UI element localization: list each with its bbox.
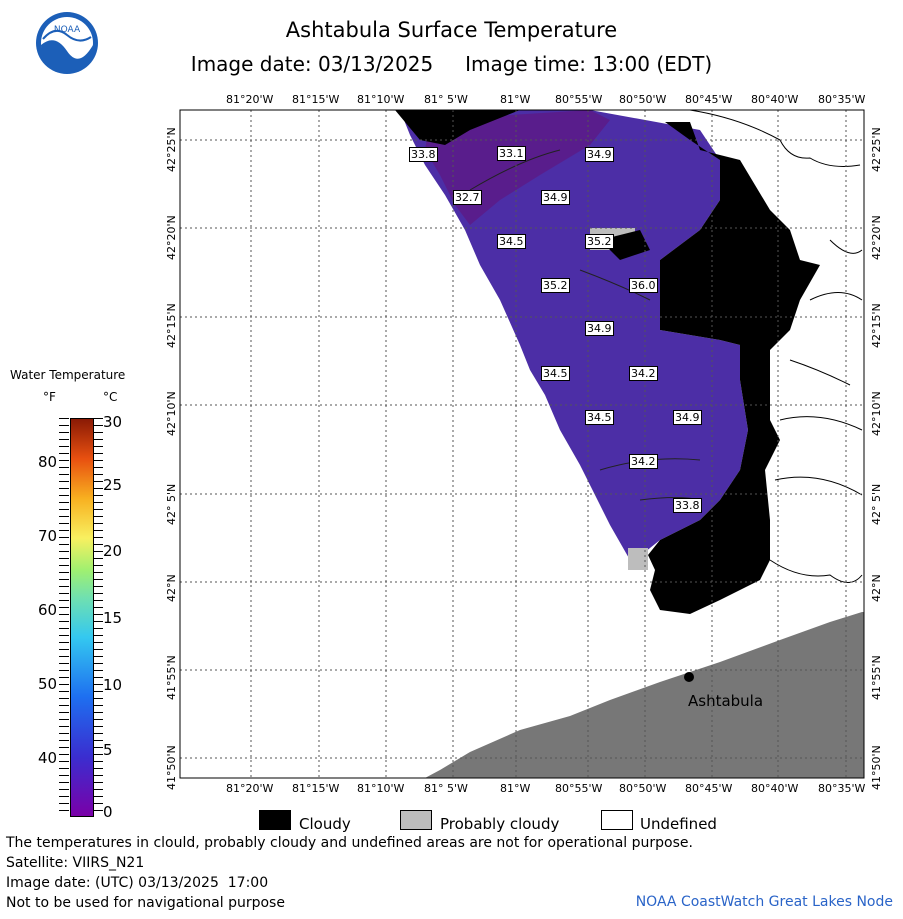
temp-label: 35.2 [541,278,570,293]
f-tick: 50 [38,675,58,693]
image-time: Image time: 13:00 (EDT) [465,52,713,76]
undefined-label: Undefined [640,815,717,833]
lon-label: 80°55'W [555,93,603,106]
temp-label: 33.8 [409,147,438,162]
temp-label: 34.9 [541,190,570,205]
lon-label: 80°50'W [619,782,667,795]
lat-label: 42°25'N [165,127,178,172]
cloudy-swatch [259,810,291,830]
temp-label: 36.0 [629,278,658,293]
lat-label: 42°15'N [165,303,178,348]
lat-label: 42°N [870,574,883,602]
lat-label: 42°15'N [870,303,883,348]
lat-label: 42°20'N [870,215,883,260]
lon-label: 80°50'W [619,93,667,106]
temp-label: 34.5 [585,410,614,425]
lat-label: 41°55'N [165,655,178,700]
lat-label: 42° 5'N [165,483,178,525]
temp-label: 35.2 [585,234,614,249]
f-tick: 70 [38,527,58,545]
unit-f: °F [43,390,56,404]
f-tick: 40 [38,749,58,767]
logo-text: NOAA [54,25,81,35]
city-label: Ashtabula [688,692,764,710]
disclaimer-text: The temperatures in clould, probably clo… [6,835,693,851]
lat-label: 42°10'N [165,391,178,436]
c-tick: 25 [103,476,123,494]
lat-label: 42° 5'N [870,483,883,525]
lon-label: 81°20'W [226,93,274,106]
cloud-region [648,122,820,614]
c-tick: 30 [103,413,123,431]
cloud-region [395,110,520,145]
cloudy-label: Cloudy [299,815,351,833]
color-bar-ticks-right [93,418,103,815]
lat-label: 42°25'N [870,127,883,172]
city-marker [684,672,694,682]
temp-label: 34.5 [541,366,570,381]
coastline-contour [689,109,861,167]
image-date: Image date: 03/13/2025 [190,52,434,76]
lon-label: 80°40'W [751,93,799,106]
lon-label: 81°15'W [292,93,340,106]
lon-label: 80°55'W [555,782,603,795]
f-tick: 80 [38,453,58,471]
lat-label: 42°10'N [870,391,883,436]
lon-label: 81°15'W [292,782,340,795]
lon-label: 81°W [500,782,531,795]
probably-cloudy-swatch [400,810,432,830]
lon-label: 80°35'W [818,93,866,106]
nav-warning-text: Not to be used for navigational purpose [6,895,285,911]
c-tick: 20 [103,542,123,560]
unit-c: °C [103,390,118,404]
lon-label: 81°10'W [357,782,405,795]
probably-cloudy-label: Probably cloudy [440,815,560,833]
temp-label: 34.2 [629,454,658,469]
image-datetime: Image date: 03/13/2025 Image time: 13:00… [0,52,903,76]
noaa-logo: NOAA [35,11,99,75]
temp-label: 34.5 [497,234,526,249]
f-tick: 60 [38,601,58,619]
lake-contour [469,149,701,501]
probably-cloudy-patch [628,548,648,570]
lat-label: 42°N [165,574,178,602]
water-region [400,110,748,560]
temp-label: 33.8 [673,498,702,513]
c-tick: 5 [103,741,113,759]
undefined-swatch [601,810,633,830]
lat-label: 41°55'N [870,655,883,700]
lat-label: 41°50'N [165,745,178,790]
lon-label: 81°W [500,93,531,106]
lon-label: 81° 5'W [424,93,468,106]
map-frame [179,109,865,779]
lon-label: 81°10'W [357,93,405,106]
temp-label: 34.2 [629,366,658,381]
color-bar-ticks-left [59,418,69,815]
temp-label: 34.9 [673,410,702,425]
page-title: Ashtabula Surface Temperature [285,18,618,42]
satellite-text: Satellite: VIIRS_N21 [6,855,145,871]
temp-label: 34.9 [585,321,614,336]
utc-date-text: Image date: (UTC) 03/13/2025 17:00 [6,875,269,891]
temp-label: 33.1 [497,146,526,161]
lon-label: 80°45'W [685,782,733,795]
lon-label: 80°35'W [818,782,866,795]
lon-label: 80°40'W [751,782,799,795]
credit-link[interactable]: NOAA CoastWatch Great Lakes Node [635,894,893,910]
lon-label: 80°45'W [685,93,733,106]
lon-label: 81°20'W [226,782,274,795]
lon-label: 81° 5'W [424,782,468,795]
coastline-contour [769,239,863,583]
lat-label: 41°50'N [870,745,883,790]
c-tick: 15 [103,609,123,627]
color-bar [70,418,94,817]
legend-title: Water Temperature [10,368,126,382]
temp-label: 34.9 [585,147,614,162]
c-tick: 10 [103,676,123,694]
temp-label: 32.7 [453,190,482,205]
lat-label: 42°20'N [165,215,178,260]
c-tick: 0 [103,803,113,821]
